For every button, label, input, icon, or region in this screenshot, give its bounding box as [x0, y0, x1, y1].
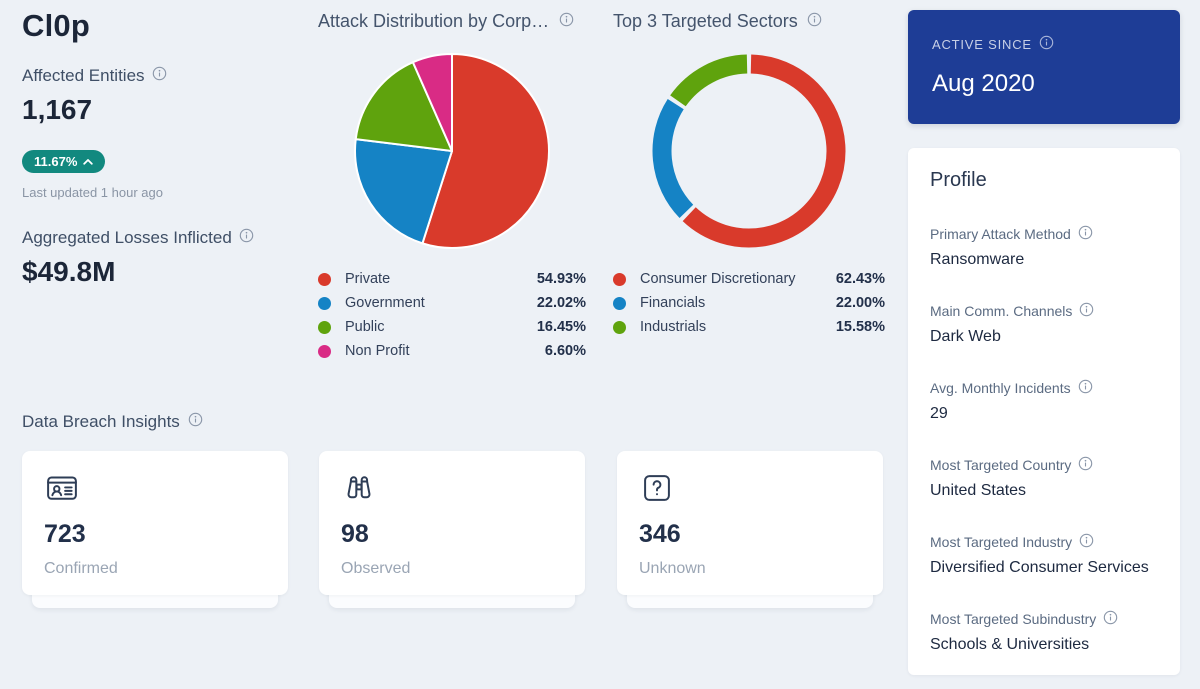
info-icon[interactable] [239, 228, 254, 248]
pie-slice-private[interactable] [421, 53, 550, 249]
entity-summary-panel: Cl0p Affected Entities 1,167 11.67% Last… [22, 8, 302, 288]
legend-item[interactable]: Public 16.45% [318, 315, 586, 339]
chart-title: Top 3 Targeted Sectors [613, 11, 885, 32]
affected-entities-label: Affected Entities [22, 66, 302, 86]
breach-label: Confirmed [44, 560, 118, 577]
info-icon[interactable] [1079, 533, 1094, 551]
profile-field-value: 29 [930, 405, 948, 422]
binoculars-icon [347, 476, 371, 499]
data-breach-insights-heading: Data Breach Insights [22, 412, 203, 432]
active-since-label: ACTIVE SINCE [932, 35, 1156, 53]
legend-value: 16.45% [536, 319, 586, 335]
legend-value: 54.93% [536, 271, 586, 287]
profile-field-most-targeted-industry: Most Targeted Industry Diversified Consu… [930, 533, 1158, 577]
attack-distribution-chart: Attack Distribution by Corpor… Private 54… [318, 11, 586, 359]
profile-field-most-targeted-subindustry: Most Targeted Subindustry Schools & Univ… [930, 610, 1158, 654]
breach-card-observed[interactable]: 98 Observed [319, 451, 585, 608]
profile-field-value: Ransomware [930, 251, 1025, 268]
legend-value: 22.02% [536, 295, 586, 311]
targeted-sectors-chart: Top 3 Targeted Sectors Consumer Discreti… [613, 11, 885, 335]
profile-field-main-comm-channels: Main Comm. Channels Dark Web [930, 302, 1158, 346]
legend-dot [613, 296, 626, 310]
pie-slice-public[interactable] [354, 61, 453, 152]
legend-label: Non Profit [345, 343, 410, 359]
profile-title: Profile [930, 169, 987, 191]
info-icon[interactable] [1078, 456, 1093, 474]
donut-segment-financials[interactable] [652, 98, 694, 218]
profile-field-primary-attack-method: Primary Attack Method Ransomware [930, 225, 1158, 269]
pie-chart[interactable] [352, 51, 552, 251]
breach-card-confirmed[interactable]: 723 Confirmed [22, 451, 288, 608]
pie-legend: Private 54.93% Government 22.02% Public 16.45… [318, 267, 586, 363]
info-icon[interactable] [1079, 302, 1094, 320]
breach-count: 98 [341, 520, 369, 548]
last-updated-text: Last updated 1 hour ago [22, 185, 163, 200]
chevron-up-icon [83, 158, 94, 165]
legend-item[interactable]: Financials 22.00% [613, 291, 885, 315]
profile-field-value: United States [930, 482, 1027, 499]
legend-dot [318, 320, 331, 334]
donut-segment-consumer-discretionary[interactable] [682, 54, 846, 248]
legend-value: 22.00% [835, 295, 885, 311]
breach-count: 346 [639, 520, 681, 548]
profile-card: Profile Primary Attack Method Ransomware… [908, 148, 1180, 675]
active-since-value: Aug 2020 [932, 70, 1035, 97]
legend-value: 15.58% [835, 319, 885, 335]
legend-label: Financials [640, 295, 706, 311]
aggregated-losses-label: Aggregated Losses Inflicted [22, 228, 302, 248]
legend-dot [613, 272, 626, 286]
legend-value: 62.43% [835, 271, 885, 287]
legend-dot [318, 296, 331, 310]
info-icon[interactable] [807, 11, 822, 32]
donut-legend: Consumer Discretionary 62.43% Financials 22… [613, 267, 885, 339]
breach-label: Observed [341, 560, 411, 577]
id-card-icon [47, 476, 77, 500]
info-icon[interactable] [188, 412, 203, 432]
breach-count: 723 [44, 520, 86, 548]
donut-segment-industrials[interactable] [670, 54, 748, 107]
info-icon[interactable] [1103, 610, 1118, 628]
profile-field-most-targeted-country: Most Targeted Country United States [930, 456, 1158, 500]
change-badge: 11.67% [22, 150, 106, 173]
legend-item[interactable]: Non Profit 6.60% [318, 339, 586, 363]
info-icon[interactable] [1078, 379, 1093, 397]
pie-slice-government[interactable] [354, 138, 453, 245]
page-title: Cl0p [22, 8, 90, 43]
active-since-card: ACTIVE SINCE Aug 2020 [908, 10, 1180, 124]
legend-dot [318, 272, 331, 286]
legend-label: Government [345, 295, 425, 311]
legend-dot [613, 320, 626, 334]
legend-value: 6.60% [544, 343, 586, 359]
affected-entities-value: 1,167 [22, 94, 93, 125]
profile-field-value: Schools & Universities [930, 636, 1090, 653]
profile-field-value: Dark Web [930, 328, 1001, 345]
aggregated-losses-value: $49.8M [22, 256, 116, 287]
breach-label: Unknown [639, 560, 706, 577]
legend-label: Industrials [640, 319, 707, 335]
profile-field-avg-monthly-incidents: Avg. Monthly Incidents 29 [930, 379, 1158, 423]
info-icon[interactable] [559, 11, 574, 32]
question-mark-icon [644, 475, 670, 501]
pie-slice-non-profit[interactable] [411, 53, 453, 152]
info-icon[interactable] [1039, 35, 1054, 53]
legend-item[interactable]: Industrials 15.58% [613, 315, 885, 339]
info-icon[interactable] [152, 66, 167, 86]
legend-item[interactable]: Government 22.02% [318, 291, 586, 315]
legend-item[interactable]: Private 54.93% [318, 267, 586, 291]
legend-label: Private [345, 271, 391, 287]
legend-item[interactable]: Consumer Discretionary 62.43% [613, 267, 885, 291]
profile-field-value: Diversified Consumer Services [930, 559, 1149, 576]
legend-label: Public [345, 319, 385, 335]
info-icon[interactable] [1078, 225, 1093, 243]
chart-title: Attack Distribution by Corpor… [318, 11, 586, 32]
breach-card-unknown[interactable]: 346 Unknown [617, 451, 883, 608]
legend-dot [318, 344, 331, 358]
legend-label: Consumer Discretionary [640, 271, 796, 287]
donut-chart[interactable] [649, 51, 849, 251]
